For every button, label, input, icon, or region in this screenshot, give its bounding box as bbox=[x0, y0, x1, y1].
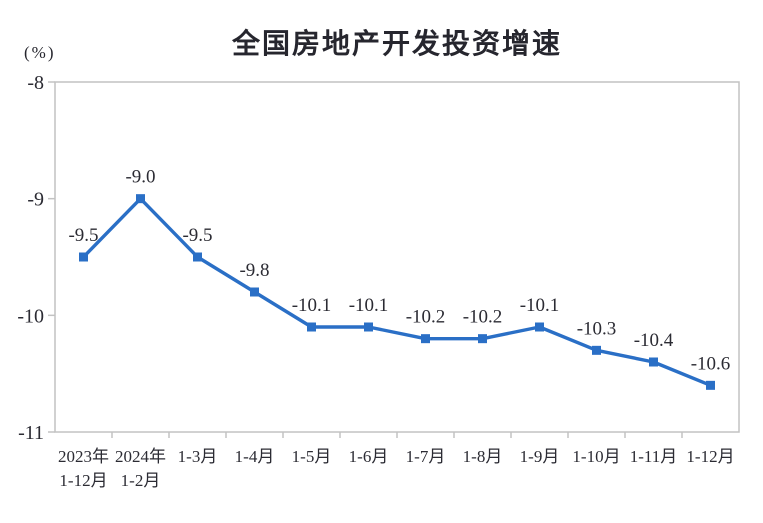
x-axis-label: 1-12月 bbox=[59, 471, 107, 490]
data-point-label: -9.5 bbox=[68, 225, 98, 246]
data-line bbox=[81, 196, 713, 388]
data-point-label: -10.2 bbox=[463, 307, 503, 328]
data-point-marker bbox=[478, 334, 487, 344]
data-point-label: -10.1 bbox=[292, 295, 332, 316]
data-point-marker bbox=[592, 345, 601, 355]
x-axis-label: 1-2月 bbox=[121, 471, 161, 490]
y-axis-tick-label: -9 bbox=[27, 189, 44, 211]
x-axis-label: 1-8月 bbox=[463, 447, 503, 466]
plot-border bbox=[54, 81, 740, 433]
data-point-label: -9.8 bbox=[239, 260, 269, 281]
data-point-marker bbox=[535, 322, 544, 332]
x-axis-label: 1-9月 bbox=[520, 447, 560, 466]
data-point-marker bbox=[79, 252, 88, 262]
x-axis-label: 2023年 bbox=[58, 447, 109, 466]
x-axis-label: 1-4月 bbox=[235, 447, 275, 466]
data-point-marker bbox=[136, 194, 145, 204]
data-point-label: -10.1 bbox=[520, 295, 560, 316]
x-axis-label: 1-5月 bbox=[292, 447, 332, 466]
x-axis-label: 1-6月 bbox=[349, 447, 389, 466]
data-point-label: -10.3 bbox=[577, 318, 617, 339]
data-point-marker bbox=[421, 334, 430, 344]
data-point-label: -10.6 bbox=[691, 353, 731, 374]
y-axis-unit-label: (%) bbox=[24, 43, 56, 62]
data-point-marker bbox=[364, 322, 373, 332]
chart-title: 全国房地产开发投资增速 bbox=[231, 29, 562, 60]
x-axis-label: 1-10月 bbox=[572, 447, 620, 466]
x-axis-label: 1-11月 bbox=[630, 447, 678, 466]
data-point-label: -9.5 bbox=[182, 225, 212, 246]
y-axis-tick-label: -8 bbox=[27, 72, 44, 94]
data-point-marker bbox=[250, 287, 259, 297]
x-axis-label: 1-12月 bbox=[686, 447, 734, 466]
data-point-label: -10.2 bbox=[406, 307, 446, 328]
data-point-marker bbox=[706, 380, 715, 390]
x-axis-label: 1-7月 bbox=[406, 447, 446, 466]
data-point-marker bbox=[307, 322, 316, 332]
x-axis-label: 1-3月 bbox=[178, 447, 218, 466]
y-axis-tick-label: -11 bbox=[18, 422, 44, 444]
data-point-label: -10.4 bbox=[634, 330, 674, 351]
x-axis-label: 2024年 bbox=[115, 447, 166, 466]
data-point-label: -9.0 bbox=[125, 167, 155, 188]
y-axis-tick-label: -10 bbox=[17, 305, 44, 327]
data-point-marker bbox=[649, 357, 658, 367]
data-point-label: -10.1 bbox=[349, 295, 389, 316]
data-point-marker bbox=[193, 252, 202, 262]
